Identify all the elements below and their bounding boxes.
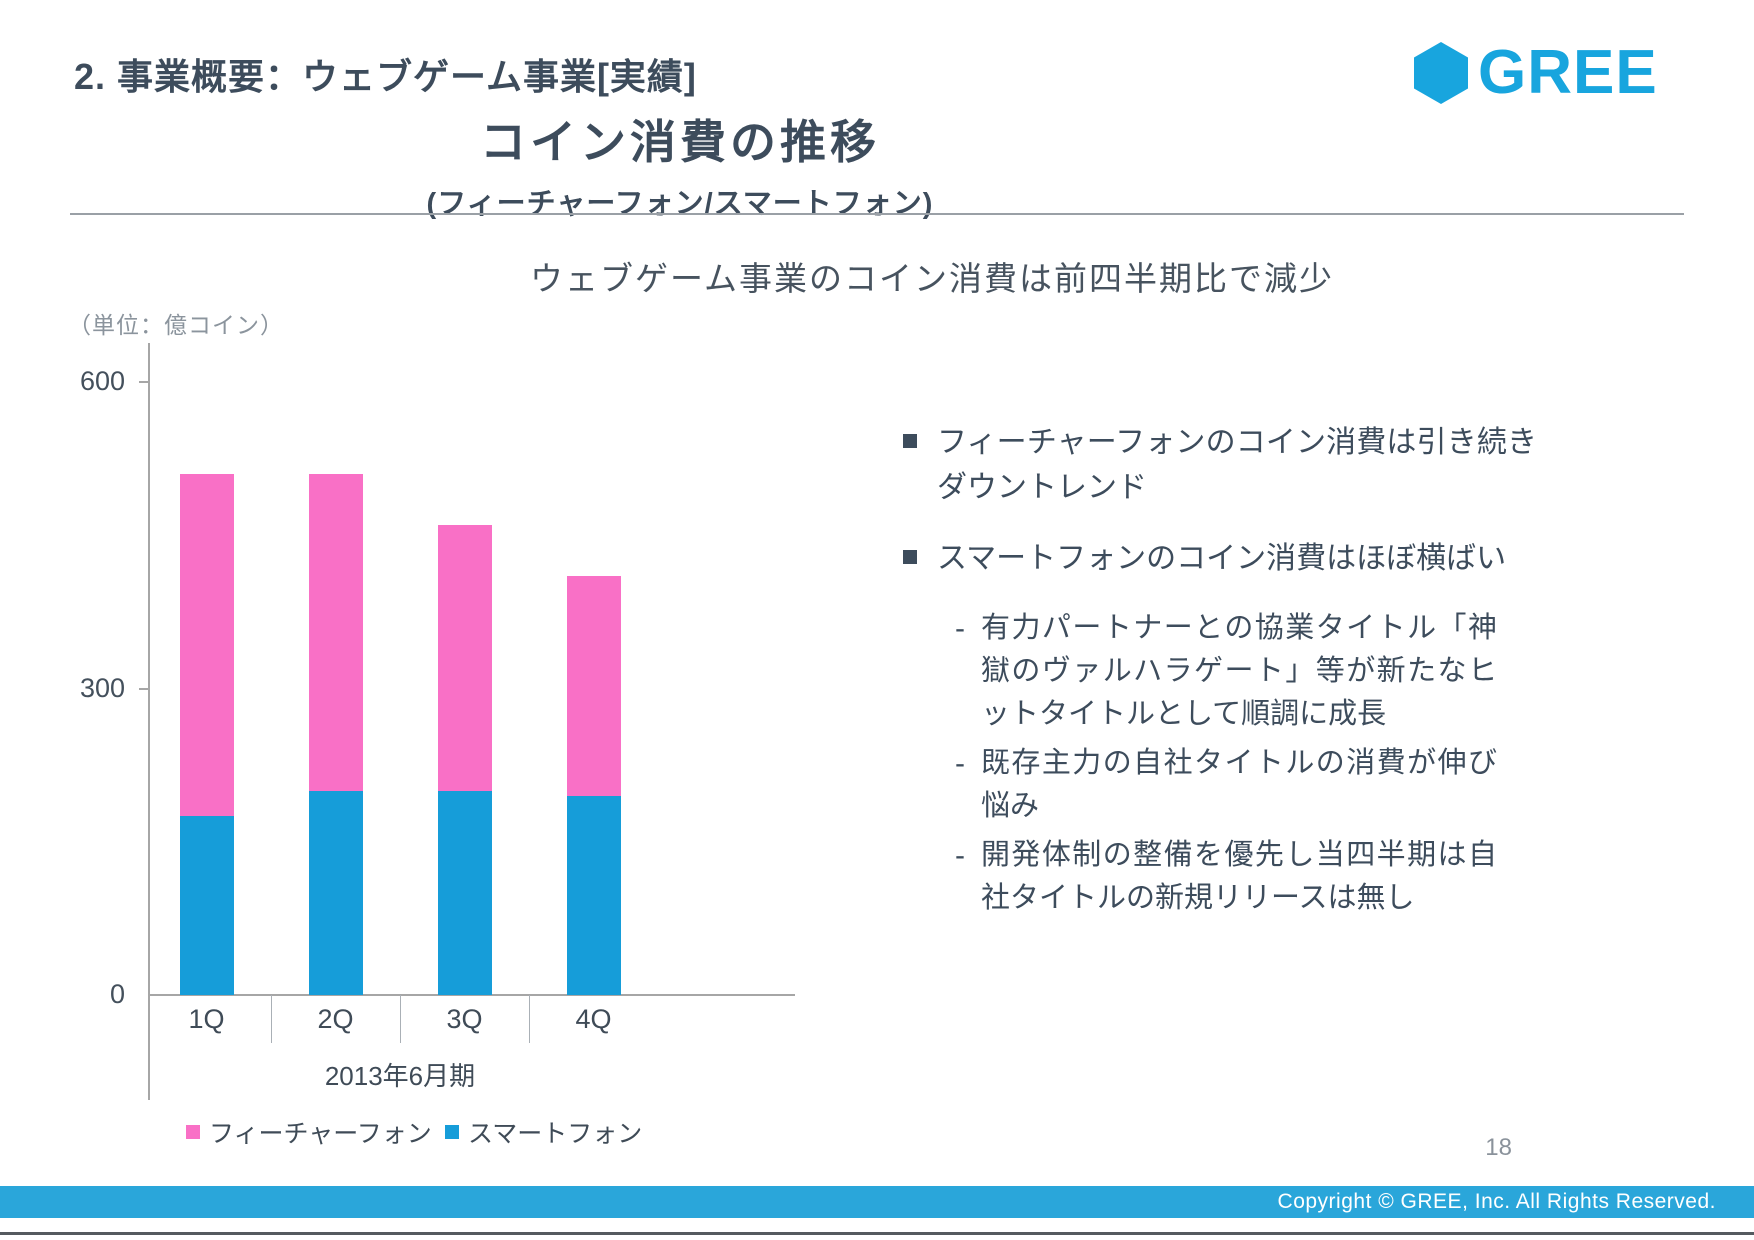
horizontal-rule: [70, 213, 1684, 215]
gree-logo-text: GREE: [1478, 38, 1658, 107]
sub-bullet-text: 既存主力の自社タイトルの消費が伸び悩み: [981, 747, 1497, 822]
copyright-text: Copyright © GREE, Inc. All Rights Reserv…: [1277, 1190, 1716, 1213]
page-title: コイン消費の推移: [480, 116, 880, 168]
sub-bullet-dash-icon: -: [955, 839, 965, 872]
sub-bullet-item: - 既存主力の自社タイトルの消費が伸び悩み: [955, 742, 1538, 828]
y-tick-mark: [139, 687, 148, 690]
y-axis-line: [148, 343, 150, 1100]
bar-segment-2Q-フィーチャーフォン: [308, 473, 363, 791]
bullet-square-icon: [903, 550, 917, 564]
bar-segment-4Q-スマートフォン: [566, 795, 621, 995]
bar-segment-3Q-フィーチャーフォン: [437, 525, 492, 791]
y-tick-label: 300: [79, 672, 125, 703]
bullet-text: スマートフォンのコイン消費はほぼ横ばい: [937, 542, 1507, 575]
legend-swatch-icon: [186, 1125, 200, 1139]
y-tick-mark: [139, 381, 148, 383]
bottom-edge-line: [0, 1232, 1754, 1235]
sub-bullet-text: 有力パートナーとの協業タイトル「神獄のヴァルハラゲート」等が新たなヒットタイトル…: [981, 612, 1497, 730]
sub-bullet-item: - 開発体制の整備を優先し当四半期は自社タイトルの新規リリースは無し: [955, 834, 1538, 920]
y-tick-label: 0: [109, 979, 125, 1009]
bullet-item: スマートフォンのコイン消費はほぼ横ばい: [903, 536, 1538, 581]
unit-label: （単位：億コイン）: [68, 312, 284, 338]
bar-segment-1Q-スマートフォン: [179, 816, 234, 995]
legend-item: スマートフォン: [445, 1114, 642, 1150]
sub-bullet-dash-icon: -: [955, 747, 965, 780]
y-tick-label: 600: [79, 366, 125, 396]
legend-label: フィーチャーフォン: [209, 1120, 432, 1148]
bar-segment-3Q-スマートフォン: [437, 790, 492, 995]
header-title: 2. 事業概要：ウェブゲーム事業[実績]: [74, 56, 697, 97]
x-axis-line: [148, 994, 795, 996]
sub-bullet-list: - 有力パートナーとの協業タイトル「神獄のヴァルハラゲート」等が新たなヒットタイト…: [955, 607, 1538, 920]
bar-segment-4Q-フィーチャーフォン: [566, 576, 621, 796]
category-divider: [529, 995, 530, 1043]
sub-bullet-item: - 有力パートナーとの協業タイトル「神獄のヴァルハラゲート」等が新たなヒットタイト…: [955, 607, 1538, 736]
bullet-text: フィーチャーフォンのコイン消費は引き続きダウントレンド: [937, 426, 1537, 504]
legend-swatch-icon: [445, 1125, 459, 1139]
bullet-panel: フィーチャーフォンのコイン消費は引き続きダウントレンドスマートフォンのコイン消費…: [903, 420, 1538, 926]
bar-segment-2Q-スマートフォン: [308, 790, 363, 995]
x-axis-label-2Q: 2Q: [317, 1004, 354, 1034]
x-axis-group-label: 2013年6月期: [324, 1061, 476, 1091]
bullet-square-icon: [903, 434, 917, 448]
bar-segment-1Q-フィーチャーフォン: [179, 473, 234, 817]
legend-label: スマートフォン: [468, 1120, 643, 1148]
key-statement: ウェブゲーム事業のコイン消費は前四半期比で減少: [529, 260, 1334, 297]
page-number: 18: [1485, 1134, 1512, 1161]
bullet-item: フィーチャーフォンのコイン消費は引き続きダウントレンド: [903, 420, 1538, 510]
x-axis-label-3Q: 3Q: [446, 1004, 483, 1034]
footer-bar: Copyright © GREE, Inc. All Rights Reserv…: [0, 1186, 1754, 1218]
gree-hexagon-icon: [1414, 42, 1468, 104]
sub-bullet-text: 開発体制の整備を優先し当四半期は自社タイトルの新規リリースは無し: [981, 839, 1497, 914]
category-divider: [271, 995, 272, 1043]
x-axis-label-1Q: 1Q: [188, 1004, 225, 1034]
stacked-bar-chart: 0 300 600 1Q 2Q 3Q 4Q 2013年6月期フィーチャーフォン スマートフォン: [0, 0, 900, 1180]
category-divider: [400, 995, 401, 1043]
x-axis-label-4Q: 4Q: [575, 1004, 612, 1034]
gree-logo: GREE: [1414, 42, 1658, 104]
sub-bullet-dash-icon: -: [955, 612, 965, 645]
legend-item: フィーチャーフォン: [186, 1114, 432, 1150]
